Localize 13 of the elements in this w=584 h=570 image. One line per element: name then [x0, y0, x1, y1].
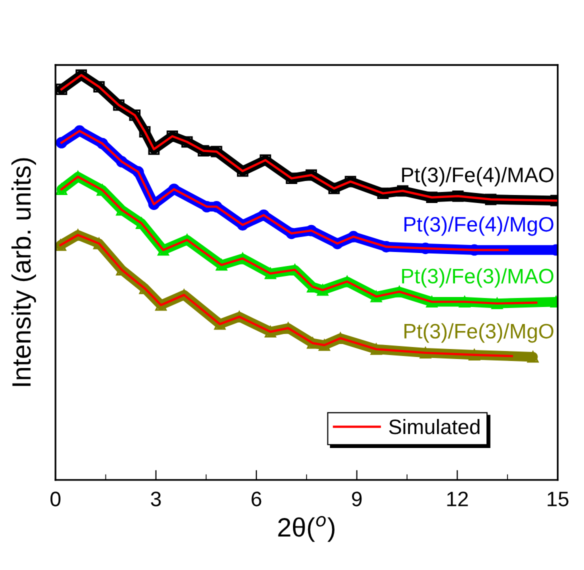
series-label: Pt(3)/Fe(4)/MAO [402, 167, 554, 186]
x-tick-label: 9 [352, 492, 362, 506]
x-tick-label: 15 [548, 492, 568, 506]
x-tick-label: 12 [447, 492, 468, 506]
series-label: Pt(3)/Fe(4)/MgO [404, 216, 554, 236]
series-label: Pt(3)/Fe(3)/MAO [402, 268, 554, 288]
x-tick-label: 3 [150, 492, 161, 506]
x-tick-label: 6 [252, 492, 262, 506]
legend-label: Simulated [389, 418, 480, 434]
x-tick-label: 0 [50, 492, 60, 506]
series-label: Pt(3)/Fe(3)/MgO [404, 323, 554, 343]
x-axis-title: 2θ($^{o}$) [278, 516, 334, 542]
y-axis-title: Intensity (arb. units) [11, 158, 36, 386]
